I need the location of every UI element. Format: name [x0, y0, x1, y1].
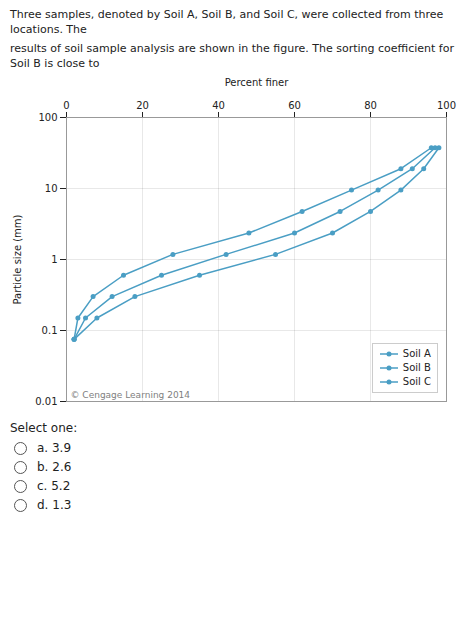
svg-text:80: 80	[364, 100, 377, 111]
svg-text:100: 100	[38, 112, 57, 123]
svg-text:100: 100	[437, 100, 456, 111]
svg-text:1: 1	[51, 254, 57, 265]
html-text:Soil A: Soil A	[402, 348, 431, 360]
svg-text:0: 0	[63, 100, 69, 111]
html-text:results of soil sample analysi: results of soil sample analysis are show…	[10, 41, 454, 70]
html-text:c. 5.2: c. 5.2	[37, 479, 71, 494]
svg-text:© Cengage Learning 2014: © Cengage Learning 2014	[71, 390, 191, 400]
svg-text:40: 40	[212, 100, 225, 111]
html-text:Three samples, denoted by Soil: Three samples, denoted by Soil A, Soil B…	[10, 8, 444, 36]
svg-text:60: 60	[288, 100, 301, 111]
html-text:a. 3.9: a. 3.9	[37, 441, 72, 456]
html-text:Soil C: Soil C	[402, 376, 431, 388]
svg-text:20: 20	[136, 100, 149, 111]
svg-text:Percent finer: Percent finer	[225, 77, 290, 88]
svg-text:0.01: 0.01	[35, 396, 57, 407]
svg-text:0.1: 0.1	[42, 325, 58, 336]
html-text:d. 1.3: d. 1.3	[37, 498, 72, 513]
html-text:Soil B: Soil B	[402, 362, 431, 374]
svg-text:Particle size (mm): Particle size (mm)	[12, 215, 23, 305]
html-text:Select one:: Select one:	[10, 421, 78, 436]
svg-text:10: 10	[45, 183, 58, 194]
html-text:b. 2.6: b. 2.6	[37, 460, 72, 475]
